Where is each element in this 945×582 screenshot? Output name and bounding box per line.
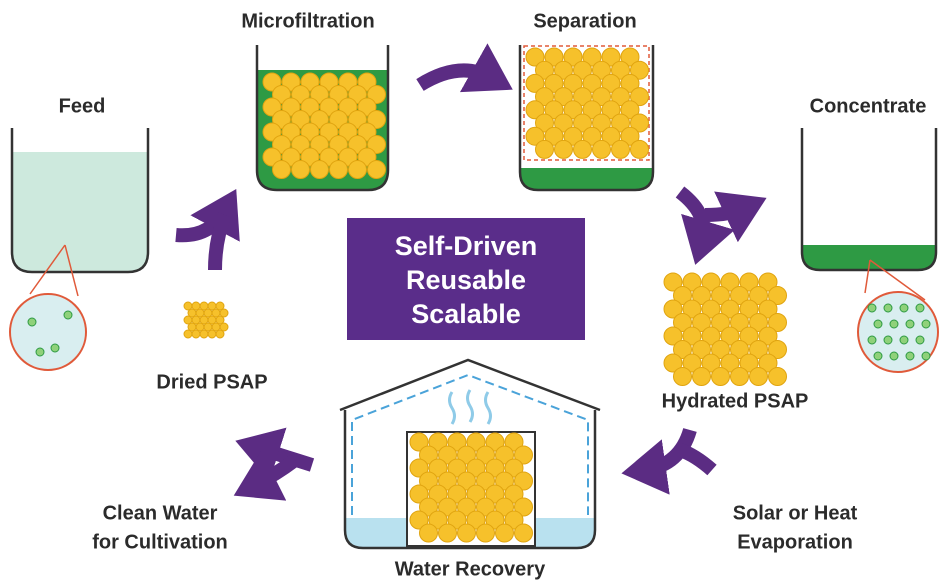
label: for Cultivation — [92, 531, 228, 553]
salt — [64, 311, 72, 319]
feed-liquid — [12, 152, 148, 272]
salt — [916, 304, 924, 312]
label: Dried PSAP — [156, 371, 267, 393]
arrow — [680, 192, 704, 242]
particle — [631, 140, 649, 158]
particle — [330, 161, 348, 179]
label: Feed — [59, 95, 106, 117]
particle — [439, 524, 457, 542]
particle — [536, 140, 554, 158]
salt — [874, 352, 882, 360]
center-text: Scalable — [411, 299, 521, 329]
particle — [368, 161, 386, 179]
label: Microfiltration — [241, 10, 374, 32]
particle — [292, 161, 310, 179]
particle — [574, 140, 592, 158]
particle — [184, 330, 192, 338]
particle — [496, 524, 514, 542]
salt — [906, 320, 914, 328]
steam — [450, 390, 491, 424]
arrow — [215, 215, 225, 270]
separation-liquid — [520, 168, 653, 190]
particle — [555, 140, 573, 158]
label: Evaporation — [737, 531, 853, 553]
particle — [515, 524, 533, 542]
particle — [208, 330, 216, 338]
particle — [273, 161, 291, 179]
arrow — [705, 208, 745, 215]
salt — [890, 352, 898, 360]
particle — [216, 330, 224, 338]
label: Separation — [533, 10, 636, 32]
salt — [922, 352, 930, 360]
zoom-circle — [10, 294, 86, 370]
salt — [868, 336, 876, 344]
label: Clean Water — [103, 502, 218, 524]
particle — [458, 524, 476, 542]
particle — [731, 368, 749, 386]
particle — [477, 524, 495, 542]
salt — [890, 320, 898, 328]
salt — [884, 304, 892, 312]
diagram: Self-Driven Reusable Scalable Feed Micro… — [0, 0, 945, 582]
particle — [192, 330, 200, 338]
salt — [51, 344, 59, 352]
salt — [900, 304, 908, 312]
salt — [868, 304, 876, 312]
salt — [28, 318, 36, 326]
particle — [750, 368, 768, 386]
particle — [612, 140, 630, 158]
salt — [874, 320, 882, 328]
label: Water Recovery — [395, 558, 546, 580]
arrow — [255, 460, 295, 485]
label: Hydrated PSAP — [662, 390, 809, 412]
roof — [340, 360, 600, 410]
particle — [349, 161, 367, 179]
label: Concentrate — [810, 95, 927, 117]
particle — [311, 161, 329, 179]
salt — [922, 320, 930, 328]
arrow — [420, 70, 492, 85]
arrow — [680, 450, 712, 470]
salt — [916, 336, 924, 344]
particle — [693, 368, 711, 386]
salt — [36, 348, 44, 356]
particle — [420, 524, 438, 542]
salt — [900, 336, 908, 344]
salt — [906, 352, 914, 360]
particle — [200, 330, 208, 338]
particle — [769, 368, 787, 386]
center-text: Reusable — [406, 265, 526, 295]
particle — [593, 140, 611, 158]
salt — [884, 336, 892, 344]
label: Solar or Heat — [733, 502, 858, 524]
center-text: Self-Driven — [395, 231, 538, 261]
particle — [712, 368, 730, 386]
particle — [674, 368, 692, 386]
